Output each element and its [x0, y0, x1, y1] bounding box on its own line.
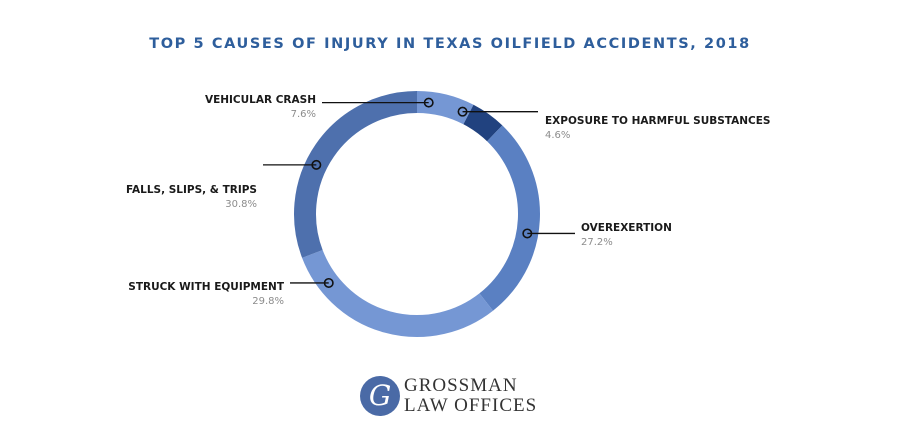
slice-value: 27.2%	[581, 237, 613, 248]
slice-struck-with-equipment	[302, 249, 493, 337]
slice-value: 7.6%	[291, 109, 316, 120]
slice-label: VEHICULAR CRASH	[205, 94, 316, 106]
callouts: VEHICULAR CRASH 7.6% EXPOSURE TO HARMFUL S…	[126, 94, 770, 307]
grossman-law-offices-logo: G GROSSMAN LAW OFFICES	[360, 374, 550, 418]
callout-struck-with-equipment: STRUCK WITH EQUIPMENT 29.8%	[128, 277, 334, 307]
callout-overexertion: OVEREXERTION 27.2%	[522, 222, 672, 248]
slice-label: FALLS, SLIPS, & TRIPS	[126, 184, 257, 196]
slice-value: 29.8%	[252, 296, 284, 307]
callout-marker	[423, 97, 434, 108]
chart-title: TOP 5 CAUSES OF INJURY IN TEXAS OILFIELD…	[149, 36, 751, 52]
callout-exposure-to-harmful-substances: EXPOSURE TO HARMFUL SUBSTANCES 4.6%	[457, 106, 770, 141]
slice-exposure-to-harmful-substances	[463, 104, 503, 142]
slice-label: STRUCK WITH EQUIPMENT	[128, 281, 285, 293]
callout-vehicular-crash: VEHICULAR CRASH 7.6%	[205, 94, 434, 120]
slice-label: EXPOSURE TO HARMFUL SUBSTANCES	[545, 115, 770, 127]
callout-marker	[522, 228, 533, 239]
callout-marker	[311, 159, 322, 170]
logo-subtitle: LAW OFFICES	[404, 395, 538, 416]
logo-name: GROSSMAN	[404, 375, 518, 396]
slice-label: OVEREXERTION	[581, 222, 672, 234]
slice-value: 30.8%	[225, 199, 257, 210]
slice-overexertion	[479, 125, 540, 311]
callout-marker	[323, 277, 334, 288]
slice-value: 4.6%	[545, 130, 570, 141]
callout-falls-slips-trips: FALLS, SLIPS, & TRIPS 30.8%	[126, 159, 322, 210]
slice-falls-slips-trips	[294, 91, 418, 258]
donut-slices	[294, 91, 540, 337]
callout-marker	[457, 106, 468, 117]
logo-seal-icon: G	[360, 376, 400, 416]
